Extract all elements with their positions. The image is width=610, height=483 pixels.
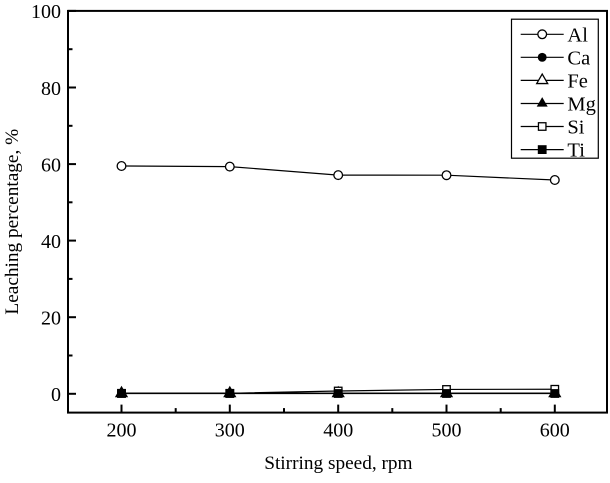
- svg-text:0: 0: [51, 384, 61, 406]
- svg-text:20: 20: [41, 308, 61, 330]
- svg-text:Si: Si: [567, 117, 584, 139]
- svg-text:Ti: Ti: [567, 140, 585, 162]
- svg-text:60: 60: [41, 154, 61, 176]
- svg-text:Leaching percentage, %: Leaching percentage, %: [2, 129, 23, 315]
- svg-text:Al: Al: [567, 24, 588, 46]
- svg-text:300: 300: [215, 420, 245, 442]
- svg-text:600: 600: [540, 420, 570, 442]
- svg-text:40: 40: [41, 231, 61, 253]
- svg-text:Fe: Fe: [567, 70, 588, 92]
- svg-text:80: 80: [41, 78, 61, 100]
- svg-text:200: 200: [107, 420, 137, 442]
- svg-text:Mg: Mg: [567, 94, 595, 116]
- svg-text:Ca: Ca: [567, 47, 590, 69]
- svg-text:400: 400: [323, 420, 353, 442]
- svg-text:100: 100: [31, 1, 61, 23]
- svg-text:500: 500: [432, 420, 462, 442]
- svg-text:Stirring speed, rpm: Stirring speed, rpm: [264, 453, 412, 474]
